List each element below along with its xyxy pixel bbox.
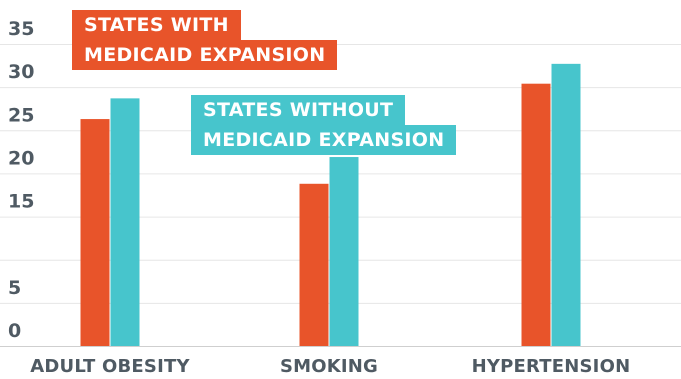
y-tick-label: 30 [8, 61, 34, 83]
legend-without-expansion: STATES WITHOUT MEDICAID EXPANSION [191, 95, 457, 155]
bar-with-0 [80, 119, 110, 346]
x-tick-label: HYPERTENSION [472, 356, 631, 377]
y-tick-label: 20 [8, 147, 34, 169]
bar-without-2 [551, 63, 581, 347]
bar-with-2 [521, 83, 551, 346]
legend-with-line-1: STATES WITH [72, 10, 241, 40]
x-tick-label: ADULT OBESITY [30, 356, 190, 377]
y-tick-label: 0 [8, 320, 21, 342]
x-tick-label: SMOKING [280, 356, 378, 377]
legend-with-expansion: STATES WITH MEDICAID EXPANSION [72, 10, 338, 70]
legend-without-line-1: STATES WITHOUT [191, 95, 406, 125]
bar-without-0 [110, 98, 140, 346]
bar-with-1 [299, 183, 329, 346]
legend-without-line-2: MEDICAID EXPANSION [191, 125, 457, 155]
legend-with-line-2: MEDICAID EXPANSION [72, 40, 338, 70]
y-tick-label: 15 [8, 191, 34, 213]
y-axis-ticks: 0 5 15 20 25 30 35 [8, 18, 34, 342]
bar-without-1 [329, 157, 359, 346]
bars [80, 63, 581, 347]
x-axis-ticks: ADULT OBESITY SMOKING HYPERTENSION [30, 356, 630, 377]
y-tick-label: 25 [8, 104, 34, 126]
y-tick-label: 35 [8, 18, 34, 40]
y-tick-label: 5 [8, 277, 21, 299]
